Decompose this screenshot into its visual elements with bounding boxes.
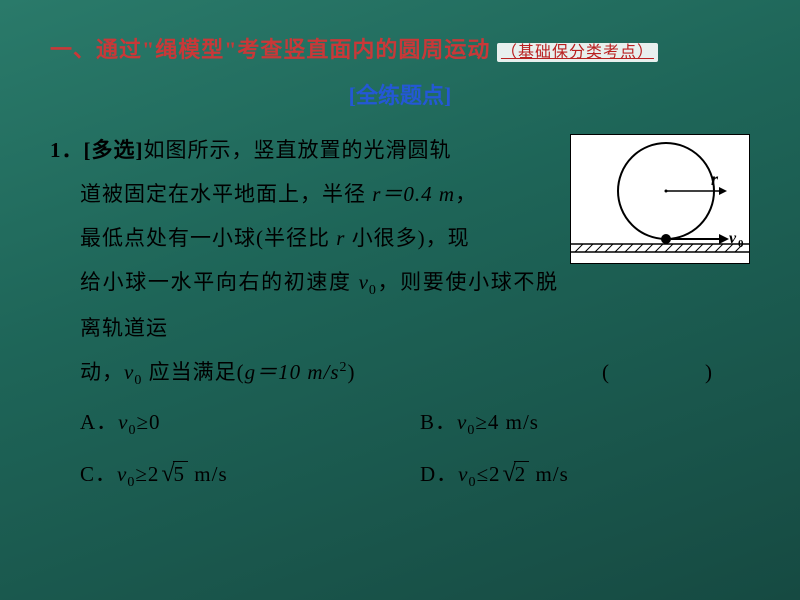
subtitle: [全练题点] (50, 78, 750, 110)
title-main-text: 一、通过"绳模型"考查竖直面内的圆周运动 (50, 37, 490, 62)
question-number: 1． (50, 138, 84, 162)
ground-hatch (575, 244, 743, 252)
title-tag-text: （基础保分类考点） (497, 43, 658, 62)
options-row-1: A．v0≥0 B．v0≥4 m/s (50, 400, 750, 446)
option-c: C．v0≥2√5 m/s (80, 449, 420, 499)
q-line4: 给小球一水平向右的初速度 v0，则要使小球不脱离轨道运 (50, 260, 750, 350)
options-row-2: C．v0≥2√5 m/s D．v0≤2√2 m/s (50, 449, 750, 499)
r-label: r (711, 169, 719, 189)
answer-paren: ( ) (602, 350, 730, 394)
option-a: A．v0≥0 (80, 400, 420, 446)
slide-container: 一、通过"绳模型"考查竖直面内的圆周运动 （基础保分类考点） [全练题点] r … (0, 0, 800, 600)
q-line1: 如图所示，竖直放置的光滑圆轨 (144, 138, 452, 162)
center-dot (665, 190, 668, 193)
sqrt-icon: √5 (161, 449, 188, 499)
question-body: r v 0 (50, 128, 750, 500)
q-line5: 动，v0 应当满足(g＝10 m/s2) ( ) (50, 350, 750, 396)
diagram-svg: r v 0 (571, 135, 749, 263)
physics-diagram: r v 0 (570, 134, 750, 264)
option-d: D．v0≤2√2 m/s (420, 449, 720, 499)
option-b: B．v0≥4 m/s (420, 400, 720, 446)
radius-arrow-head (719, 187, 727, 195)
section-title: 一、通过"绳模型"考查竖直面内的圆周运动 （基础保分类考点） (50, 32, 750, 64)
ball (661, 234, 671, 244)
sqrt-icon: √2 (503, 449, 530, 499)
multi-select-tag: [多选] (84, 138, 144, 162)
velocity-arrow-head (719, 234, 729, 244)
